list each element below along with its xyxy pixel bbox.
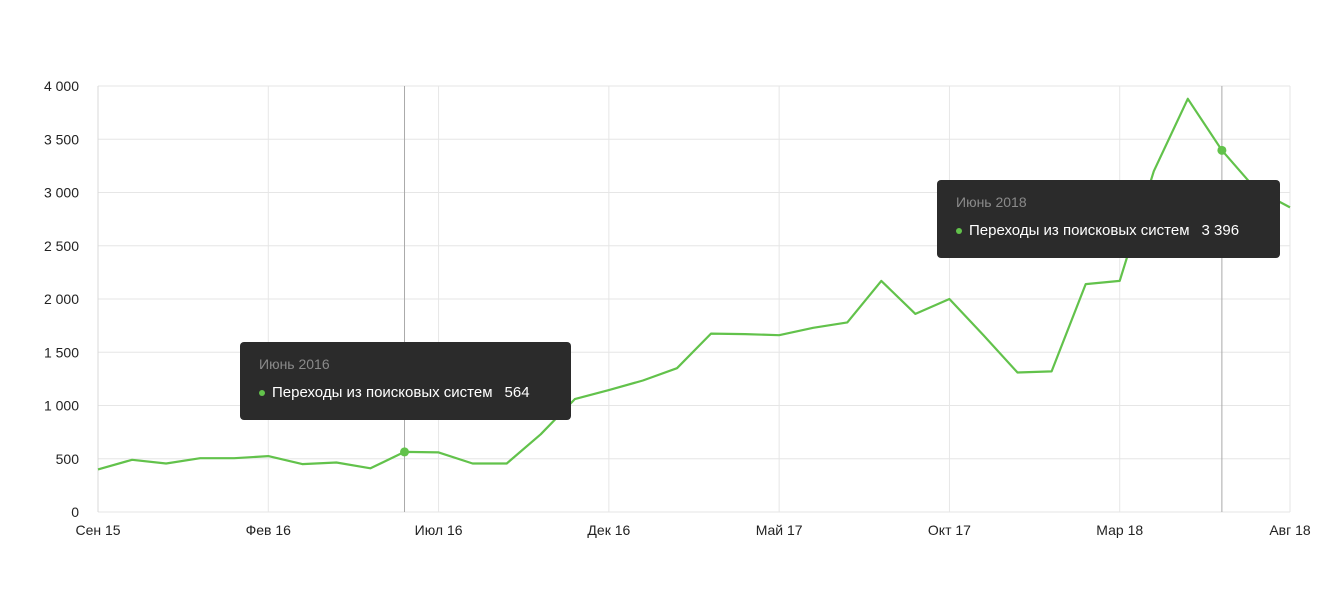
y-tick-label: 1 000 <box>44 398 79 414</box>
tooltip-series-name: Переходы из поисковых систем <box>272 384 493 401</box>
highlight-point <box>400 447 410 457</box>
tooltip-row: Переходы из поисковых систем 3 396 <box>956 222 1239 239</box>
series-layer <box>97 97 1291 471</box>
tooltip-june-2018: Июнь 2018 Переходы из поисковых систем 3… <box>937 180 1280 258</box>
x-tick-label: Фев 16 <box>246 522 292 538</box>
y-tick-label: 0 <box>71 504 79 520</box>
tooltip-value: 3 396 <box>1201 222 1240 239</box>
x-tick-label: Авг 18 <box>1269 522 1311 538</box>
tooltip-value: 564 <box>504 384 530 401</box>
x-tick-label: Мар 18 <box>1096 522 1143 538</box>
tooltip-june-2016: Июнь 2016 Переходы из поисковых систем 5… <box>240 342 571 420</box>
tooltip-date: Июнь 2016 <box>259 356 330 372</box>
series-dot-icon <box>259 389 265 396</box>
chart-grid <box>97 85 1291 513</box>
y-tick-label: 3 000 <box>44 185 79 201</box>
tooltip-date: Июнь 2018 <box>956 194 1027 210</box>
y-tick-label: 2 500 <box>44 238 79 254</box>
y-tick-label: 2 000 <box>44 291 79 307</box>
x-tick-label: Сен 15 <box>75 522 120 538</box>
highlight-point <box>1217 145 1227 155</box>
series-dot-icon <box>956 227 962 234</box>
y-tick-label: 1 500 <box>44 344 79 360</box>
y-axis: 0 500 1 000 1 500 2 000 2 500 3 000 3 500 4 000 <box>44 78 79 520</box>
y-tick-label: 4 000 <box>44 78 79 94</box>
tooltip-row: Переходы из поисковых систем 564 <box>259 384 530 401</box>
x-tick-label: Май 17 <box>756 522 803 538</box>
y-tick-label: 500 <box>56 451 80 467</box>
x-tick-label: Июл 16 <box>415 522 463 538</box>
x-tick-label: Дек 16 <box>587 522 630 538</box>
x-axis: Сен 15 Фев 16 Июл 16 Дек 16 Май 17 Окт 17 Мар … <box>75 522 1310 538</box>
series-line <box>97 97 1291 471</box>
x-tick-label: Окт 17 <box>928 522 971 538</box>
tooltip-series-name: Переходы из поисковых систем <box>969 222 1190 239</box>
y-tick-label: 3 500 <box>44 131 79 147</box>
